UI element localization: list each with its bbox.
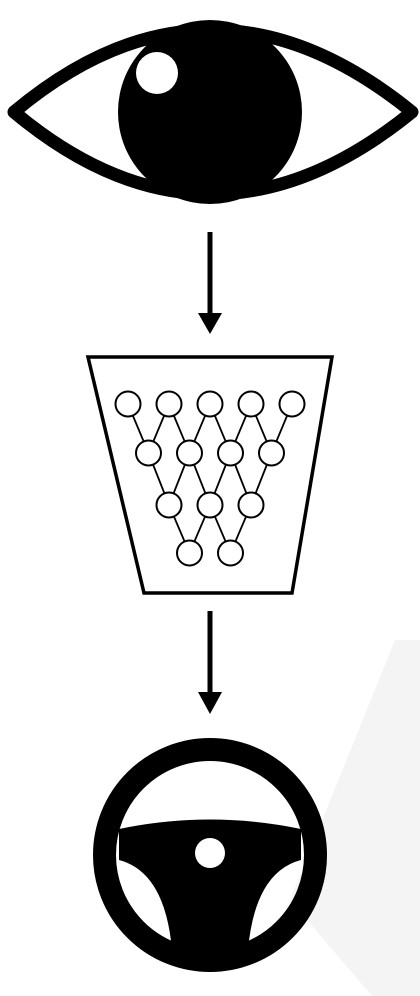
network-node	[176, 539, 203, 567]
wheel-hub	[195, 838, 225, 868]
watermark-shape	[290, 640, 420, 996]
network-funnel	[85, 355, 335, 595]
arrow-down-icon	[198, 232, 222, 334]
eye-highlight	[136, 52, 178, 94]
network-node	[217, 439, 244, 467]
network-nodes	[114, 390, 306, 567]
network-node	[196, 390, 224, 418]
network-node	[135, 439, 162, 467]
network-node	[217, 539, 244, 567]
wheel-rim	[93, 738, 327, 972]
eye-iris	[118, 20, 302, 204]
steering-wheel-icon	[93, 738, 327, 972]
network-node	[176, 439, 203, 467]
network-node	[155, 491, 183, 519]
neural-network-icon	[85, 355, 335, 595]
network-node	[278, 390, 306, 418]
network-node	[114, 390, 142, 418]
network-node	[258, 439, 285, 467]
network-node	[237, 491, 265, 519]
network-node	[196, 491, 224, 519]
eye-icon	[7, 20, 419, 204]
network-node	[237, 390, 265, 418]
arrow-down-icon	[198, 611, 222, 714]
wheel-spokes	[119, 819, 301, 950]
network-node	[155, 390, 183, 418]
